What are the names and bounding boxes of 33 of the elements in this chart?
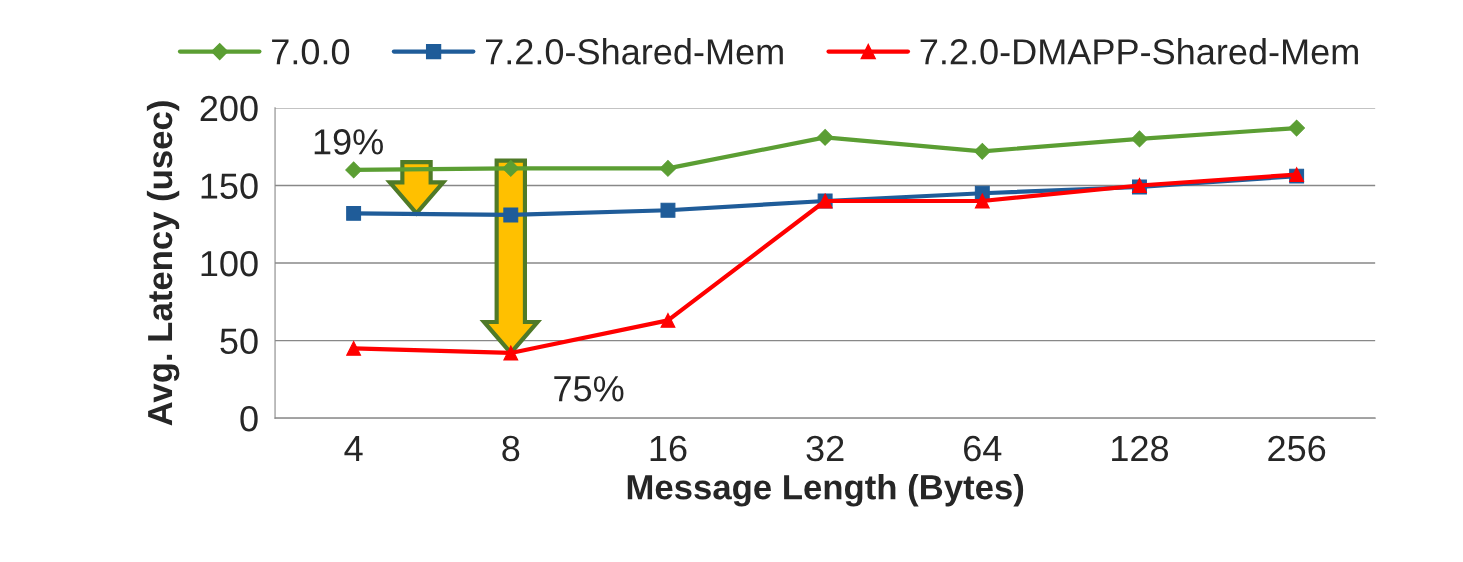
- y-tick-label: 200: [200, 95, 258, 122]
- legend-label: 7.2.0-DMAPP-Shared-Mem: [920, 38, 1358, 65]
- annotation: 19%: [314, 129, 383, 155]
- point: [660, 312, 676, 328]
- x-tick-label: 256: [1268, 435, 1326, 462]
- x-tick-label: 64: [964, 435, 1002, 462]
- point: [1288, 119, 1306, 137]
- point: [816, 129, 834, 146]
- point: [1131, 130, 1148, 148]
- y-tick-label: 150: [201, 173, 258, 199]
- point: [974, 193, 990, 209]
- point: [503, 345, 519, 361]
- point: [345, 161, 362, 179]
- point: [346, 205, 362, 221]
- x-tick-label: 32: [806, 435, 844, 462]
- x-tick-label: 8: [502, 435, 520, 462]
- point: [660, 202, 676, 218]
- x-axis-title: Message Length (Bytes): [627, 474, 1024, 507]
- x-tick-label: 128: [1112, 435, 1169, 462]
- y-axis-title: Avg. Latency (usec): [146, 101, 180, 426]
- point: [973, 142, 991, 160]
- point: [503, 207, 519, 223]
- annotation: 75%: [554, 376, 624, 402]
- y-tick-label: 0: [240, 406, 258, 432]
- y-tick-label: 50: [220, 328, 258, 355]
- x-tick-label: 16: [650, 435, 687, 462]
- x-tick-label: 4: [344, 436, 363, 461]
- y-tick-label: 100: [201, 250, 258, 277]
- point: [346, 340, 362, 356]
- point: [659, 160, 677, 177]
- legend-label: 7.2.0-Shared-Mem: [486, 38, 783, 65]
- legend-label: 7.0.0: [272, 39, 350, 65]
- point: [502, 160, 520, 177]
